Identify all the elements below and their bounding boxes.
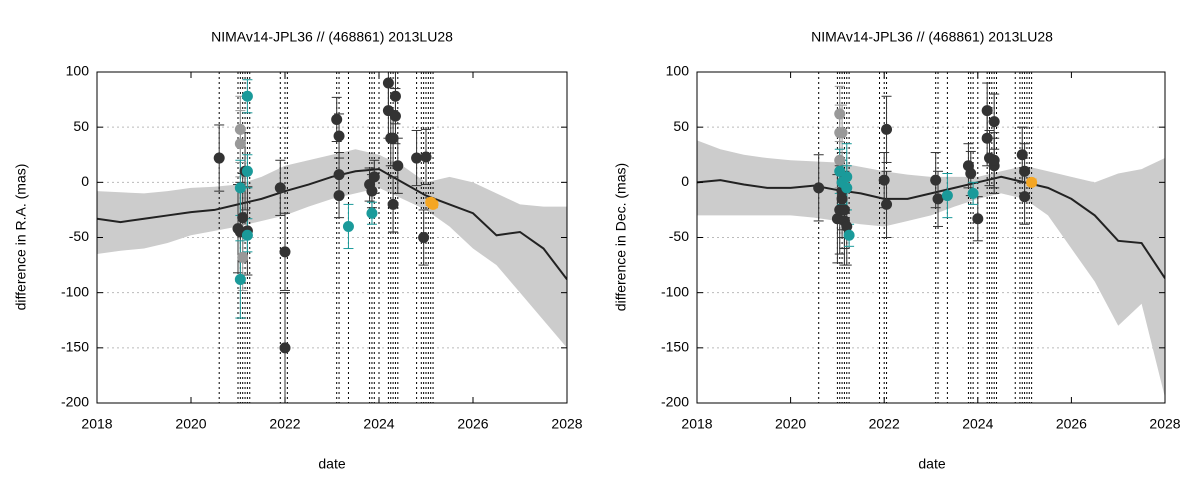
uncertainty-band	[97, 149, 567, 348]
x-tick-label: 2028	[551, 416, 582, 432]
data-point	[418, 232, 430, 243]
y-tick-label: -50	[69, 228, 89, 244]
chart-title: NIMAv14-JPL36 // (468861) 2013LU28	[211, 29, 453, 45]
plot-area	[697, 72, 1165, 403]
data-point	[834, 108, 846, 120]
data-point	[241, 90, 253, 102]
x-tick-label: 2024	[363, 416, 394, 432]
x-tick-label: 2020	[175, 416, 206, 432]
data-point	[841, 182, 853, 194]
data-point	[981, 132, 993, 144]
y-tick-label: -50	[669, 228, 689, 244]
data-point	[333, 190, 345, 202]
data-point	[838, 204, 850, 216]
data-point	[274, 182, 286, 194]
x-tick-label: 2026	[1056, 416, 1087, 432]
data-point	[237, 251, 249, 263]
data-point	[333, 169, 345, 181]
x-tick-label: 2026	[457, 416, 488, 432]
data-point	[836, 127, 848, 139]
data-point	[234, 273, 246, 285]
data-point	[389, 90, 401, 102]
y-tick-label: -150	[661, 339, 689, 355]
data-point	[972, 213, 984, 225]
y-axis-label: difference in R.A. (mas)	[13, 164, 29, 311]
nominal-line	[97, 168, 567, 281]
data-point	[836, 193, 848, 205]
data-point	[420, 151, 432, 163]
data-point	[878, 174, 890, 186]
data-point	[1026, 176, 1038, 188]
y-tick-label: 0	[681, 173, 689, 189]
y-tick-label: 50	[73, 118, 89, 134]
data-point	[366, 185, 378, 197]
data-point	[213, 152, 225, 164]
data-point	[237, 212, 249, 224]
data-point	[881, 198, 893, 210]
x-tick-label: 2024	[962, 416, 993, 432]
y-tick-label: 100	[66, 63, 90, 79]
y-tick-label: -100	[661, 283, 689, 299]
data-point	[1019, 165, 1031, 177]
y-tick-label: 0	[81, 173, 89, 189]
data-point	[427, 198, 439, 210]
data-point	[342, 220, 354, 232]
data-point	[967, 187, 979, 199]
x-tick-label: 2018	[81, 416, 112, 432]
data-point	[941, 190, 953, 202]
data-point	[813, 182, 825, 194]
data-point	[387, 132, 399, 144]
x-tick-label: 2028	[1149, 416, 1180, 432]
x-tick-label: 2022	[869, 416, 900, 432]
data-point	[333, 130, 345, 142]
x-axis-label: date	[318, 456, 345, 472]
y-tick-label: -200	[661, 394, 689, 410]
y-tick-label: -100	[61, 283, 89, 299]
data-point	[843, 229, 855, 241]
data-point	[234, 123, 246, 135]
data-point	[279, 246, 291, 258]
x-tick-label: 2020	[775, 416, 806, 432]
data-point	[382, 77, 394, 89]
y-tick-label: -200	[61, 394, 89, 410]
nominal-line	[697, 175, 1165, 279]
y-tick-label: 50	[673, 118, 689, 134]
data-point	[241, 165, 253, 177]
data-point	[366, 207, 378, 219]
data-point	[841, 220, 853, 232]
data-point	[279, 342, 291, 354]
uncertainty-band	[697, 140, 1165, 398]
data-point	[234, 138, 246, 150]
data-point	[981, 105, 993, 117]
y-axis-label: difference in Dec. (mas)	[613, 163, 629, 311]
data-point	[1016, 149, 1028, 161]
data-point	[881, 123, 893, 135]
data-point	[241, 229, 253, 241]
x-axis-label: date	[918, 456, 945, 472]
data-point	[932, 193, 944, 205]
y-tick-label: -150	[61, 339, 89, 355]
data-point	[387, 198, 399, 210]
data-point	[988, 154, 1000, 166]
data-point	[389, 110, 401, 122]
chart-title: NIMAv14-JPL36 // (468861) 2013LU28	[811, 29, 1053, 45]
data-point	[392, 160, 404, 172]
data-point	[834, 154, 846, 166]
data-point	[1019, 191, 1031, 203]
data-point	[988, 116, 1000, 128]
data-point	[234, 182, 246, 194]
data-point	[331, 113, 343, 125]
y-tick-label: 100	[666, 63, 690, 79]
data-point	[411, 152, 423, 164]
plot-area	[97, 72, 567, 403]
x-tick-label: 2022	[269, 416, 300, 432]
data-point	[368, 171, 380, 183]
data-point	[965, 168, 977, 180]
data-point	[841, 171, 853, 183]
data-point	[930, 174, 942, 186]
x-tick-label: 2018	[681, 416, 712, 432]
